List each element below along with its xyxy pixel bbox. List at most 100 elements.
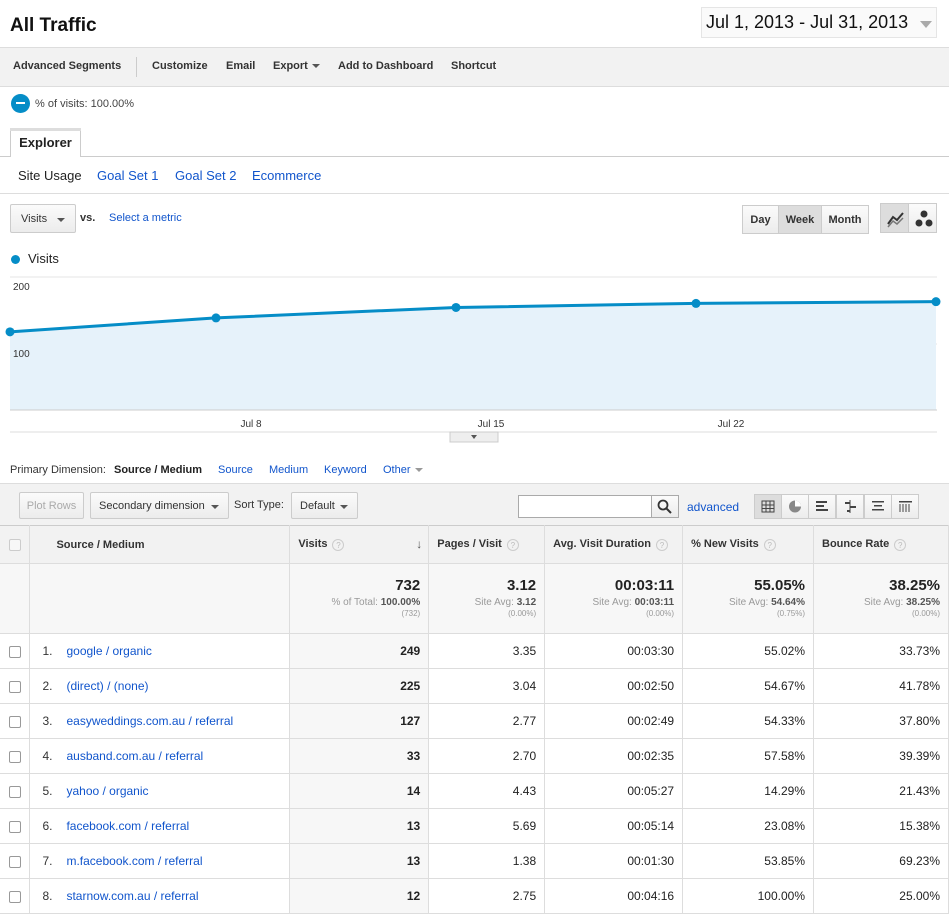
data-table: Source / Medium Visits? ↓ Pages / Visit? … xyxy=(0,525,949,914)
view-comparison-button[interactable] xyxy=(836,494,864,519)
column-header-bounce-rate[interactable]: Bounce Rate? xyxy=(813,525,949,564)
source-link[interactable]: yahoo / organic xyxy=(66,784,149,798)
metric-select-label: Visits xyxy=(21,213,48,225)
help-icon[interactable]: ? xyxy=(506,538,519,551)
column-header-new-visits-label: % New Visits xyxy=(691,538,759,551)
help-icon[interactable]: ? xyxy=(655,538,668,551)
table-search-input[interactable] xyxy=(518,495,652,518)
row-checkbox[interactable] xyxy=(8,680,21,693)
motion-chart-toggle[interactable] xyxy=(908,203,937,233)
totals-sub-label: Site Avg: xyxy=(864,597,904,608)
date-range-picker[interactable]: Jul 1, 2013 - Jul 31, 2013 xyxy=(701,7,937,38)
totals-sub-value: 54.64% xyxy=(771,597,805,608)
sort-type-select[interactable]: Default xyxy=(291,492,358,519)
row-checkbox[interactable] xyxy=(8,715,21,728)
column-header-visits-label: Visits xyxy=(298,538,328,551)
column-header-new-visits[interactable]: % New Visits? xyxy=(682,525,814,564)
row-checkbox[interactable] xyxy=(8,785,21,798)
subtab-ecommerce[interactable]: Ecommerce xyxy=(252,168,322,183)
dimension-other[interactable]: Other xyxy=(383,464,423,476)
plot-rows-button[interactable]: Plot Rows xyxy=(19,492,84,519)
advanced-filter-link[interactable]: advanced xyxy=(687,500,740,514)
advanced-segments-button[interactable]: Advanced Segments xyxy=(13,60,122,72)
dimension-source[interactable]: Source xyxy=(218,464,253,476)
y-tick-label-100: 100 xyxy=(13,349,30,360)
pages-cell: 2.75 xyxy=(428,878,546,914)
new-visits-cell: 55.02% xyxy=(682,633,814,669)
source-link[interactable]: facebook.com / referral xyxy=(66,819,190,833)
data-point-2 xyxy=(451,302,461,312)
export-button[interactable]: Export xyxy=(273,60,320,72)
row-checkbox[interactable] xyxy=(8,645,21,658)
dimension-keyword[interactable]: Keyword xyxy=(324,464,367,476)
totals-new-visits-paren: (0.75%) xyxy=(776,609,805,618)
view-performance-button[interactable] xyxy=(808,494,836,519)
granularity-day-button[interactable]: Day xyxy=(742,205,779,234)
column-header-duration[interactable]: Avg. Visit Duration? xyxy=(544,525,684,564)
pie-chart-icon xyxy=(789,500,801,513)
select-all-checkbox[interactable] xyxy=(8,538,21,551)
line-chart-toggle[interactable] xyxy=(880,203,909,233)
column-header-pages-visit[interactable]: Pages / Visit? xyxy=(428,525,546,564)
add-to-dashboard-button[interactable]: Add to Dashboard xyxy=(338,60,434,72)
row-index: 6. xyxy=(42,819,53,833)
pages-cell: 3.04 xyxy=(428,668,546,704)
row-checkbox[interactable] xyxy=(8,855,21,868)
source-link[interactable]: google / organic xyxy=(66,644,152,658)
source-link[interactable]: (direct) / (none) xyxy=(66,679,149,693)
row-index: 3. xyxy=(42,714,53,728)
source-cell: 1. google / organic xyxy=(29,633,291,669)
source-link[interactable]: ausband.com.au / referral xyxy=(66,749,204,763)
subtab-site-usage[interactable]: Site Usage xyxy=(18,168,82,183)
bounce-cell: 39.39% xyxy=(813,738,949,774)
column-header-pages-label: Pages / Visit xyxy=(437,538,502,551)
email-button[interactable]: Email xyxy=(226,60,256,72)
column-header-source[interactable]: Source / Medium xyxy=(29,525,291,564)
source-link[interactable]: starnow.com.au / referral xyxy=(66,889,199,903)
subtab-goal-set-2[interactable]: Goal Set 2 xyxy=(175,168,237,183)
source-link[interactable]: easyweddings.com.au / referral xyxy=(66,714,234,728)
duration-cell: 00:03:30 xyxy=(544,633,684,669)
granularity-week-button[interactable]: Week xyxy=(778,205,822,234)
pages-cell: 5.69 xyxy=(428,808,546,844)
pages-cell: 3.35 xyxy=(428,633,546,669)
bounce-cell: 25.00% xyxy=(813,878,949,914)
help-icon[interactable]: ? xyxy=(332,538,345,551)
sort-type-label: Sort Type: xyxy=(234,499,284,511)
totals-duration-paren: (0.00%) xyxy=(646,609,675,618)
row-checkbox[interactable] xyxy=(8,820,21,833)
view-data-table-button[interactable] xyxy=(754,494,782,519)
secondary-dimension-select[interactable]: Secondary dimension xyxy=(90,492,229,519)
totals-bounce-paren: (0.00%) xyxy=(911,609,940,618)
select-metric-link[interactable]: Select a metric xyxy=(109,212,182,224)
view-term-cloud-button[interactable] xyxy=(864,494,892,519)
row-checkbox[interactable] xyxy=(8,750,21,763)
column-header-bounce-label: Bounce Rate xyxy=(822,538,890,551)
duration-cell: 00:02:50 xyxy=(544,668,684,704)
row-index: 5. xyxy=(42,784,53,798)
totals-visits-value: 732 xyxy=(395,577,421,594)
table-row: 3. easyweddings.com.au / referral 127 2.77 0… xyxy=(0,703,949,739)
search-button[interactable] xyxy=(651,495,679,518)
source-link[interactable]: m.facebook.com / referral xyxy=(66,854,203,868)
table-grid-icon xyxy=(761,500,775,513)
customize-button[interactable]: Customize xyxy=(152,60,208,72)
dimension-medium[interactable]: Medium xyxy=(269,464,309,476)
source-cell: 6. facebook.com / referral xyxy=(29,808,291,844)
row-checkbox[interactable] xyxy=(8,890,21,903)
column-header-visits[interactable]: Visits? ↓ xyxy=(289,525,430,564)
granularity-month-button[interactable]: Month xyxy=(821,205,869,234)
view-pivot-button[interactable] xyxy=(891,494,919,519)
pages-cell: 4.43 xyxy=(428,773,546,809)
visits-cell: 12 xyxy=(289,878,430,914)
tab-explorer[interactable]: Explorer xyxy=(10,128,81,157)
totals-sub-label: Site Avg: xyxy=(474,597,514,608)
subtab-goal-set-1[interactable]: Goal Set 1 xyxy=(97,168,159,183)
dimension-source-medium[interactable]: Source / Medium xyxy=(114,464,203,476)
help-icon[interactable]: ? xyxy=(894,538,907,551)
metric-select[interactable]: Visits xyxy=(10,204,76,233)
shortcut-button[interactable]: Shortcut xyxy=(451,60,497,72)
view-pie-button[interactable] xyxy=(781,494,809,519)
help-icon[interactable]: ? xyxy=(763,538,776,551)
visits-cell: 14 xyxy=(289,773,430,809)
